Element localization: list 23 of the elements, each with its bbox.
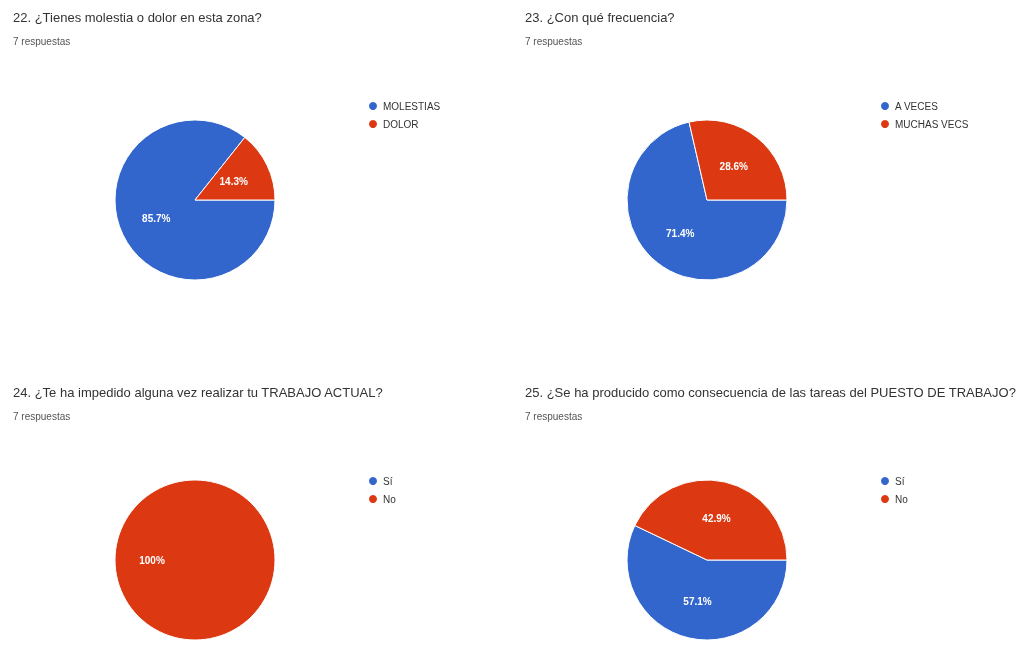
legend-label: MOLESTIAS <box>383 100 441 112</box>
chart-subtitle: 7 respuestas <box>525 35 583 47</box>
chart-subtitle: 7 respuestas <box>13 410 71 422</box>
chart-title: 24. ¿Te ha impedido alguna vez realizar tu TRABAJO ACTUAL? <box>13 385 383 400</box>
chart-title: 22. ¿Tienes molestia o dolor en esta zona? <box>13 10 262 25</box>
data-label: 57.1% <box>683 596 712 608</box>
data-label: 42.9% <box>702 512 731 524</box>
chart-subtitle: 7 respuestas <box>13 35 71 47</box>
chart-title: 25. ¿Se ha producido como consecuencia de las tareas del PUESTO DE TRABAJO? <box>525 385 1016 400</box>
legend-label: MUCHAS VECS <box>895 118 969 130</box>
legend-label: DOLOR <box>383 118 419 130</box>
data-label: 14.3% <box>219 175 249 187</box>
legend-label: Sí <box>895 475 905 487</box>
legend-label: No <box>383 493 397 505</box>
chart-title: 23. ¿Con qué frecuencia? <box>525 10 675 25</box>
legend-label: A VECES <box>895 100 939 112</box>
chart-subtitle: 7 respuestas <box>525 410 583 422</box>
data-label: 28.6% <box>719 160 749 172</box>
data-label: 100% <box>139 554 165 566</box>
data-label: 71.4% <box>666 228 695 240</box>
legend-label: No <box>895 493 909 505</box>
data-label: 85.7% <box>142 213 171 225</box>
legend-label: Sí <box>383 475 393 487</box>
